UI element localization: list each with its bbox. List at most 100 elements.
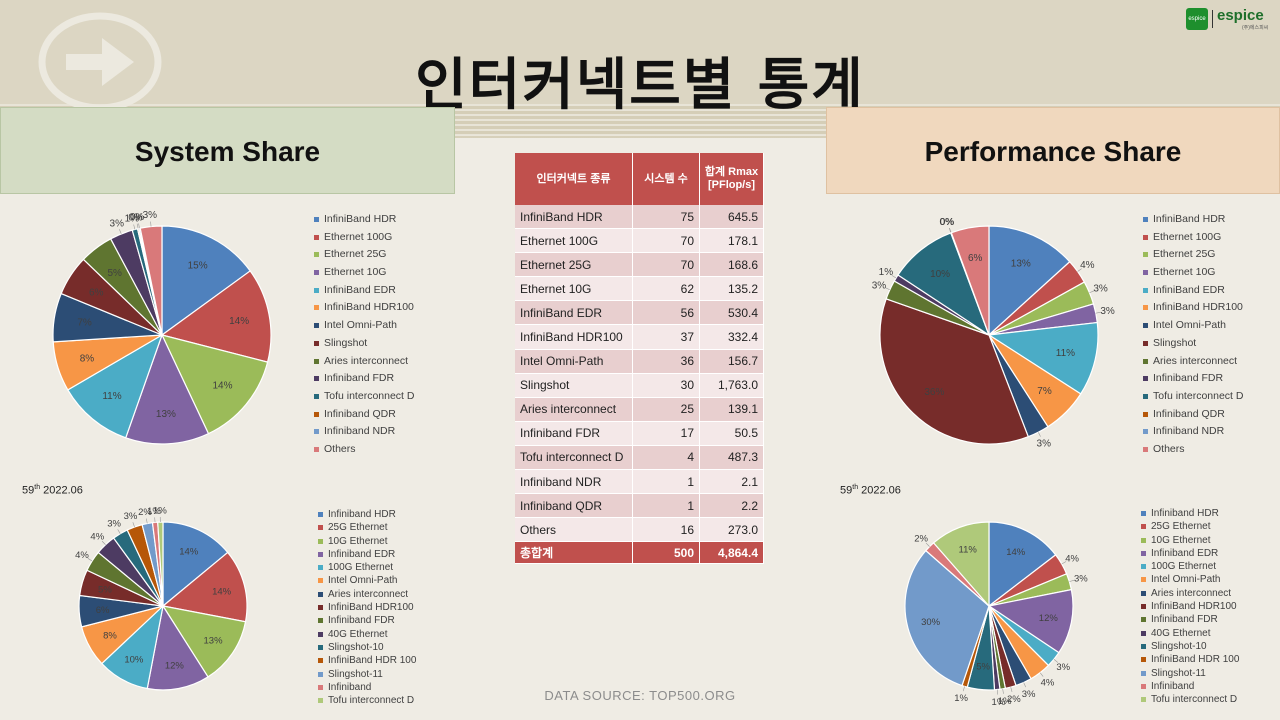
cell-interconnect: Infiniband QDR	[515, 494, 633, 519]
cell-interconnect: Ethernet 25G	[515, 253, 633, 278]
legend-label: 25G Ethernet	[1151, 521, 1211, 533]
cell-rmax: 2.1	[700, 470, 764, 495]
legend-swatch	[318, 671, 323, 677]
leader-line	[1038, 432, 1041, 437]
legend-swatch	[318, 565, 323, 571]
legend-swatch	[318, 578, 323, 584]
legend-label: InfiniBand HDR	[324, 213, 397, 225]
cell-systems: 16	[633, 518, 700, 543]
pie-slice	[932, 521, 990, 608]
legend-swatch	[1141, 564, 1146, 570]
legend-swatch	[1143, 323, 1148, 329]
cell-systems: 4	[633, 445, 700, 471]
legend-swatch	[318, 684, 323, 690]
legend-label: Slingshot-11	[328, 668, 383, 680]
legend-item: Infiniband NDR	[1143, 423, 1243, 441]
leader-line	[1023, 682, 1027, 688]
performance-share-legend: InfiniBand HDR Ethernet 100G Ethernet 25G E…	[1143, 211, 1243, 459]
logo-subtext: (주)에스피씨	[1242, 25, 1269, 31]
legend-swatch	[1143, 429, 1148, 435]
cell-systems: 37	[633, 325, 700, 350]
col-system-count: 시스템 수	[633, 153, 700, 205]
legend-swatch	[1141, 657, 1146, 663]
legend-item: 40G Ethernet	[1141, 627, 1239, 640]
cell-interconnect: InfiniBand HDR100	[515, 325, 633, 350]
performance-share-59th-pie: 14%4%3%12%3%4%3%2%1%1%5%1%30%2%11%	[904, 521, 1088, 708]
legend-label: Ethernet 100G	[1153, 230, 1222, 243]
cell-systems: 1	[633, 470, 700, 495]
legend-swatch	[1143, 358, 1148, 364]
legend-label: 10G Ethernet	[1151, 534, 1211, 546]
edition-label-left: 59th 2022.06	[22, 484, 83, 497]
table-row: Ethernet 100G 70 178.1	[515, 229, 764, 254]
legend-item: Tofu interconnect D	[314, 388, 414, 406]
cell-systems: 30	[633, 373, 700, 398]
legend-label: 40G Ethernet	[1151, 627, 1211, 639]
data-label: 14%	[229, 316, 249, 327]
cell-rmax: 168.6	[700, 253, 764, 278]
legend-item: 100G Ethernet	[1141, 560, 1239, 573]
cell-rmax: 487.3	[700, 445, 764, 471]
legend-item: Infiniband QDR	[1143, 406, 1243, 424]
leader-line	[1061, 561, 1067, 565]
cell-interconnect: Tofu interconnect D	[515, 445, 633, 471]
data-label: 1%	[147, 506, 161, 517]
legend-item: InfiniBand HDR100	[318, 601, 416, 614]
data-label: 4%	[1080, 260, 1095, 271]
legend-label: Infiniband HDR	[328, 509, 396, 520]
legend-item: 10G Ethernet	[1141, 534, 1239, 547]
leader-line	[87, 558, 93, 562]
cell-interconnect: InfiniBand HDR	[515, 205, 633, 230]
data-label: 5%	[976, 662, 990, 673]
legend-item: Slingshot-11	[1141, 667, 1239, 680]
pie-slice	[988, 225, 1071, 337]
leader-line	[925, 542, 930, 547]
legend-label: InfiniBand HDR 100	[1151, 654, 1240, 666]
legend-item: Slingshot-10	[318, 641, 416, 654]
leader-line	[1077, 268, 1082, 272]
data-label: 6%	[96, 605, 110, 616]
cell-systems: 56	[633, 301, 700, 326]
leader-line	[136, 223, 139, 229]
legend-label: Ethernet 100G	[324, 230, 393, 243]
legend-item: Ethernet 10G	[314, 264, 414, 282]
legend-item: Infiniband FDR	[318, 614, 416, 627]
legend-item: Tofu interconnect D	[1143, 388, 1243, 406]
legend-swatch	[314, 393, 319, 399]
leader-line	[885, 287, 890, 291]
legend-item: Ethernet 100G	[314, 229, 414, 247]
interconnect-stats-table: 인터커넥트 종류 시스템 수 합계 Rmax [PFlop/s] InfiniB…	[515, 153, 764, 565]
leader-line	[1069, 579, 1075, 582]
cell-rmax: 530.4	[700, 301, 764, 326]
data-label: 5%	[98, 584, 112, 595]
leader-line	[132, 522, 135, 528]
legend-label: Infiniband FDR	[1153, 372, 1224, 385]
cell-systems: 36	[633, 349, 700, 374]
legend-label: Others	[1153, 442, 1185, 455]
cell-systems: 1	[633, 494, 700, 519]
legend-swatch	[314, 446, 319, 452]
cell-rmax: 273.0	[700, 518, 764, 543]
legend-item: Ethernet 10G	[1143, 264, 1243, 282]
legend-item: Infiniband EDR	[318, 548, 416, 561]
legend-swatch	[1141, 670, 1146, 676]
legend-label: Aries interconnect	[1153, 354, 1238, 367]
leader-line	[117, 529, 121, 534]
data-label: 4%	[90, 531, 104, 542]
data-label: 7%	[77, 318, 92, 329]
legend-label: Infiniband QDR	[324, 407, 396, 420]
legend-swatch	[1141, 604, 1146, 610]
legend-swatch	[314, 429, 319, 435]
logo-mark: espice	[1186, 8, 1208, 30]
page-title: 인터커넥트별 통계	[415, 53, 865, 118]
leader-line	[949, 227, 952, 233]
leader-line	[962, 686, 965, 692]
cell-total-rmax: 4,864.4	[700, 542, 764, 565]
legend-swatch	[318, 551, 323, 557]
data-label: 3%	[872, 280, 887, 291]
data-label: 0%	[940, 217, 955, 228]
legend-swatch	[314, 270, 319, 276]
legend-label: Infiniband EDR	[1151, 547, 1219, 559]
table-row: InfiniBand HDR100 37 332.4	[515, 325, 764, 350]
data-label: 5%	[107, 268, 122, 279]
